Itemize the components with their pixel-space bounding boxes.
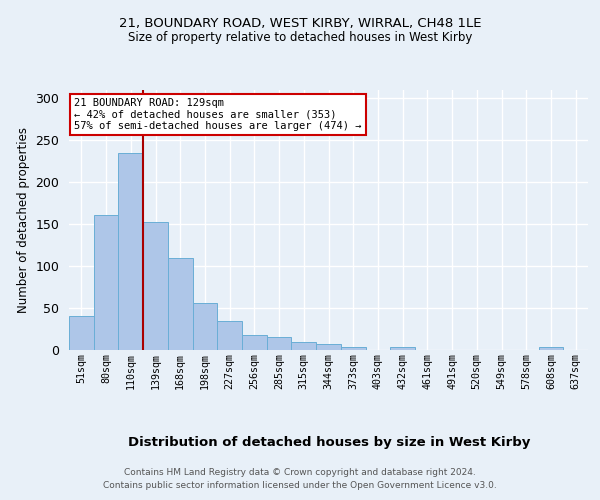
Bar bbox=[341, 348, 365, 350]
Bar bbox=[94, 215, 118, 350]
Bar bbox=[168, 258, 193, 350]
Bar bbox=[193, 303, 217, 350]
Bar bbox=[316, 344, 341, 350]
Text: Distribution of detached houses by size in West Kirby: Distribution of detached houses by size … bbox=[128, 436, 530, 449]
Text: 21 BOUNDARY ROAD: 129sqm
← 42% of detached houses are smaller (353)
57% of semi-: 21 BOUNDARY ROAD: 129sqm ← 42% of detach… bbox=[74, 98, 362, 131]
Text: 21, BOUNDARY ROAD, WEST KIRBY, WIRRAL, CH48 1LE: 21, BOUNDARY ROAD, WEST KIRBY, WIRRAL, C… bbox=[119, 18, 481, 30]
Bar bbox=[69, 316, 94, 350]
Bar bbox=[118, 153, 143, 350]
Bar bbox=[539, 346, 563, 350]
Text: Size of property relative to detached houses in West Kirby: Size of property relative to detached ho… bbox=[128, 31, 472, 44]
Bar bbox=[217, 320, 242, 350]
Bar bbox=[143, 222, 168, 350]
Y-axis label: Number of detached properties: Number of detached properties bbox=[17, 127, 30, 313]
Bar bbox=[390, 348, 415, 350]
Bar bbox=[267, 338, 292, 350]
Bar bbox=[292, 342, 316, 350]
Text: Contains HM Land Registry data © Crown copyright and database right 2024.: Contains HM Land Registry data © Crown c… bbox=[124, 468, 476, 477]
Text: Contains public sector information licensed under the Open Government Licence v3: Contains public sector information licen… bbox=[103, 482, 497, 490]
Bar bbox=[242, 335, 267, 350]
